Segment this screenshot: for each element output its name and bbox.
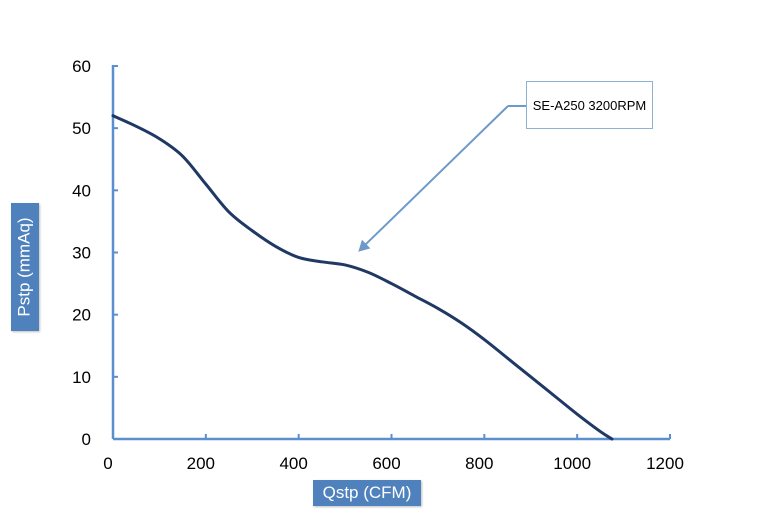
y-tick-label: 40 bbox=[72, 181, 91, 200]
y-tick-label: 20 bbox=[72, 306, 91, 325]
series-annotation-text: SE-A250 3200RPM bbox=[532, 97, 647, 113]
x-tick-label: 200 bbox=[187, 454, 215, 473]
series-annotation-label: SE-A250 3200RPM bbox=[526, 81, 653, 129]
annotation-arrow-shaft bbox=[363, 105, 509, 247]
annotation-group bbox=[358, 105, 526, 252]
x-tick-label: 1000 bbox=[553, 454, 591, 473]
y-tick-label: 0 bbox=[82, 430, 91, 449]
x-ticks: 0 200 400 600 800 1000 1200 bbox=[103, 434, 684, 473]
x-tick-label: 800 bbox=[465, 454, 493, 473]
y-axis-title: Pstp (mmAq) bbox=[11, 203, 39, 331]
x-tick-label: 400 bbox=[279, 454, 307, 473]
x-axis-title: Qstp (CFM) bbox=[313, 480, 421, 506]
y-tick-label: 60 bbox=[72, 57, 91, 76]
y-axis-title-text: Pstp (mmAq) bbox=[15, 217, 34, 317]
x-tick-label: 600 bbox=[372, 454, 400, 473]
y-tick-label: 30 bbox=[72, 244, 91, 263]
y-ticks: 0 10 20 30 40 50 60 bbox=[72, 57, 118, 449]
series-group bbox=[111, 114, 614, 441]
y-tick-label: 50 bbox=[72, 119, 91, 138]
x-tick-label: 0 bbox=[103, 454, 112, 473]
x-axis-title-text: Qstp (CFM) bbox=[322, 483, 412, 502]
series-line bbox=[111, 114, 614, 441]
x-tick-label: 1200 bbox=[646, 454, 684, 473]
y-tick-label: 10 bbox=[72, 368, 91, 387]
